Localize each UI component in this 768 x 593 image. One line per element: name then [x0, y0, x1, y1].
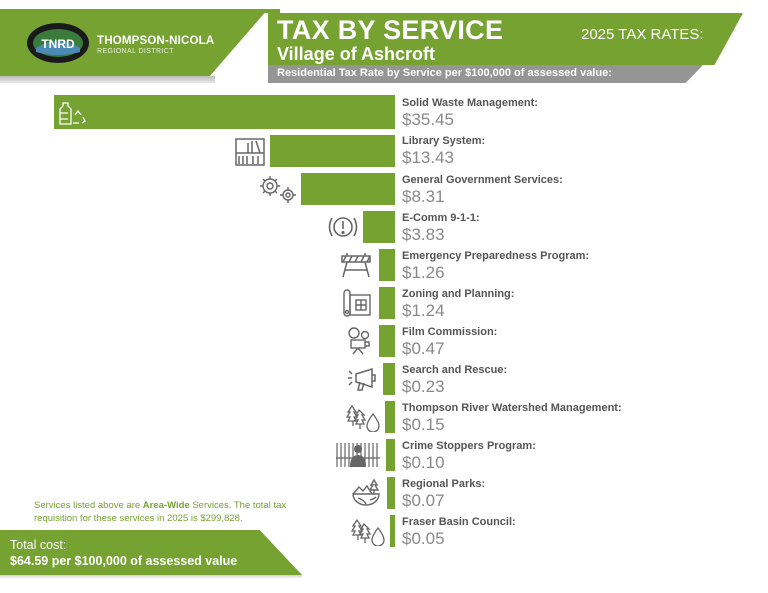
bookshelf-icon — [235, 138, 265, 166]
service-label: E-Comm 9-1-1: — [402, 212, 480, 224]
service-label: Thompson River Watershed Management: — [402, 402, 622, 414]
total-cost-banner — [0, 530, 302, 575]
service-label: Zoning and Planning: — [402, 288, 515, 300]
service-label: Crime Stoppers Program: — [402, 440, 536, 452]
bar-zoning-planning — [379, 287, 395, 319]
service-label: Solid Waste Management: — [402, 97, 538, 109]
service-label: Regional Parks: — [402, 478, 486, 490]
service-value: $3.83 — [402, 225, 445, 244]
service-value: $8.31 — [402, 187, 445, 206]
bar-solid-waste — [54, 95, 395, 129]
service-value: $0.15 — [402, 415, 445, 434]
svg-text:TNRD: TNRD — [41, 37, 75, 51]
trees-water-drop-icon — [350, 518, 385, 546]
bar-library-system — [270, 135, 395, 167]
recycling-bottle-icon — [59, 102, 86, 125]
service-value: $0.07 — [402, 491, 445, 510]
bar-search-rescue — [383, 363, 395, 395]
service-value: $0.05 — [402, 529, 445, 548]
film-camera-icon — [348, 327, 370, 355]
service-value: $0.23 — [402, 377, 445, 396]
bar-e-comm-911 — [363, 211, 395, 243]
page-subtitle: Village of Ashcroft — [277, 44, 436, 64]
bar-crime-stoppers — [386, 439, 395, 471]
blueprint-icon — [343, 289, 371, 317]
header-tab — [250, 9, 280, 13]
note-text-pre: Services listed above are — [34, 500, 143, 511]
bar-emergency-preparedness — [379, 249, 395, 281]
org-name-primary: THOMPSON-NICOLA — [97, 35, 215, 47]
service-label: General Government Services: — [402, 174, 563, 186]
service-value: $0.47 — [402, 339, 445, 358]
jail-bars-icon — [336, 443, 380, 467]
bar-general-government — [301, 173, 395, 205]
description-bar — [268, 65, 703, 83]
area-wide-note: Services listed above are Area-Wide Serv… — [34, 499, 314, 525]
note-text-post: Services. The total tax requisition for … — [34, 500, 287, 524]
park-landscape-icon — [352, 478, 380, 506]
service-value: $1.26 — [402, 263, 445, 282]
bar-film-commission — [379, 325, 395, 357]
service-label: Library System: — [402, 135, 486, 147]
barricade-icon — [341, 253, 371, 278]
alert-circle-icon — [328, 217, 358, 237]
header-shadow — [0, 76, 215, 83]
tax-rates-label: 2025 TAX RATES: — [581, 26, 704, 43]
service-value: $35.45 — [402, 110, 454, 129]
chart-description: Residential Tax Rate by Service per $100… — [277, 67, 612, 79]
page-title: TAX BY SERVICE — [277, 15, 504, 45]
service-value: $1.24 — [402, 301, 445, 320]
service-value: $13.43 — [402, 148, 454, 167]
service-label: Search and Rescue: — [402, 364, 508, 376]
megaphone-icon — [348, 367, 376, 391]
note-text-bold: Area-Wide — [142, 500, 190, 511]
service-label: Fraser Basin Council: — [402, 516, 516, 528]
total-cost: Total cost: $64.59 per $100,000 of asses… — [10, 537, 237, 569]
total-cost-label: Total cost: — [10, 538, 67, 552]
tnrd-logo-icon: TNRD — [27, 23, 89, 63]
trees-water-drop-icon — [345, 404, 380, 432]
org-name: THOMPSON-NICOLA REGIONAL DISTRICT — [97, 35, 214, 55]
header-banner-right — [268, 13, 743, 65]
bar-fraser-basin-council — [390, 515, 395, 547]
total-cost-value: $64.59 per $100,000 of assessed value — [10, 554, 238, 568]
bar-regional-parks — [387, 477, 395, 509]
service-label: Emergency Preparedness Program: — [402, 250, 590, 262]
gears-icon — [260, 176, 296, 203]
service-value: $0.10 — [402, 453, 445, 472]
org-name-secondary: REGIONAL DISTRICT — [97, 48, 174, 55]
bar-thompson-river-watershed — [385, 401, 395, 433]
service-label: Film Commission: — [402, 326, 498, 338]
total-shadow — [0, 575, 302, 579]
